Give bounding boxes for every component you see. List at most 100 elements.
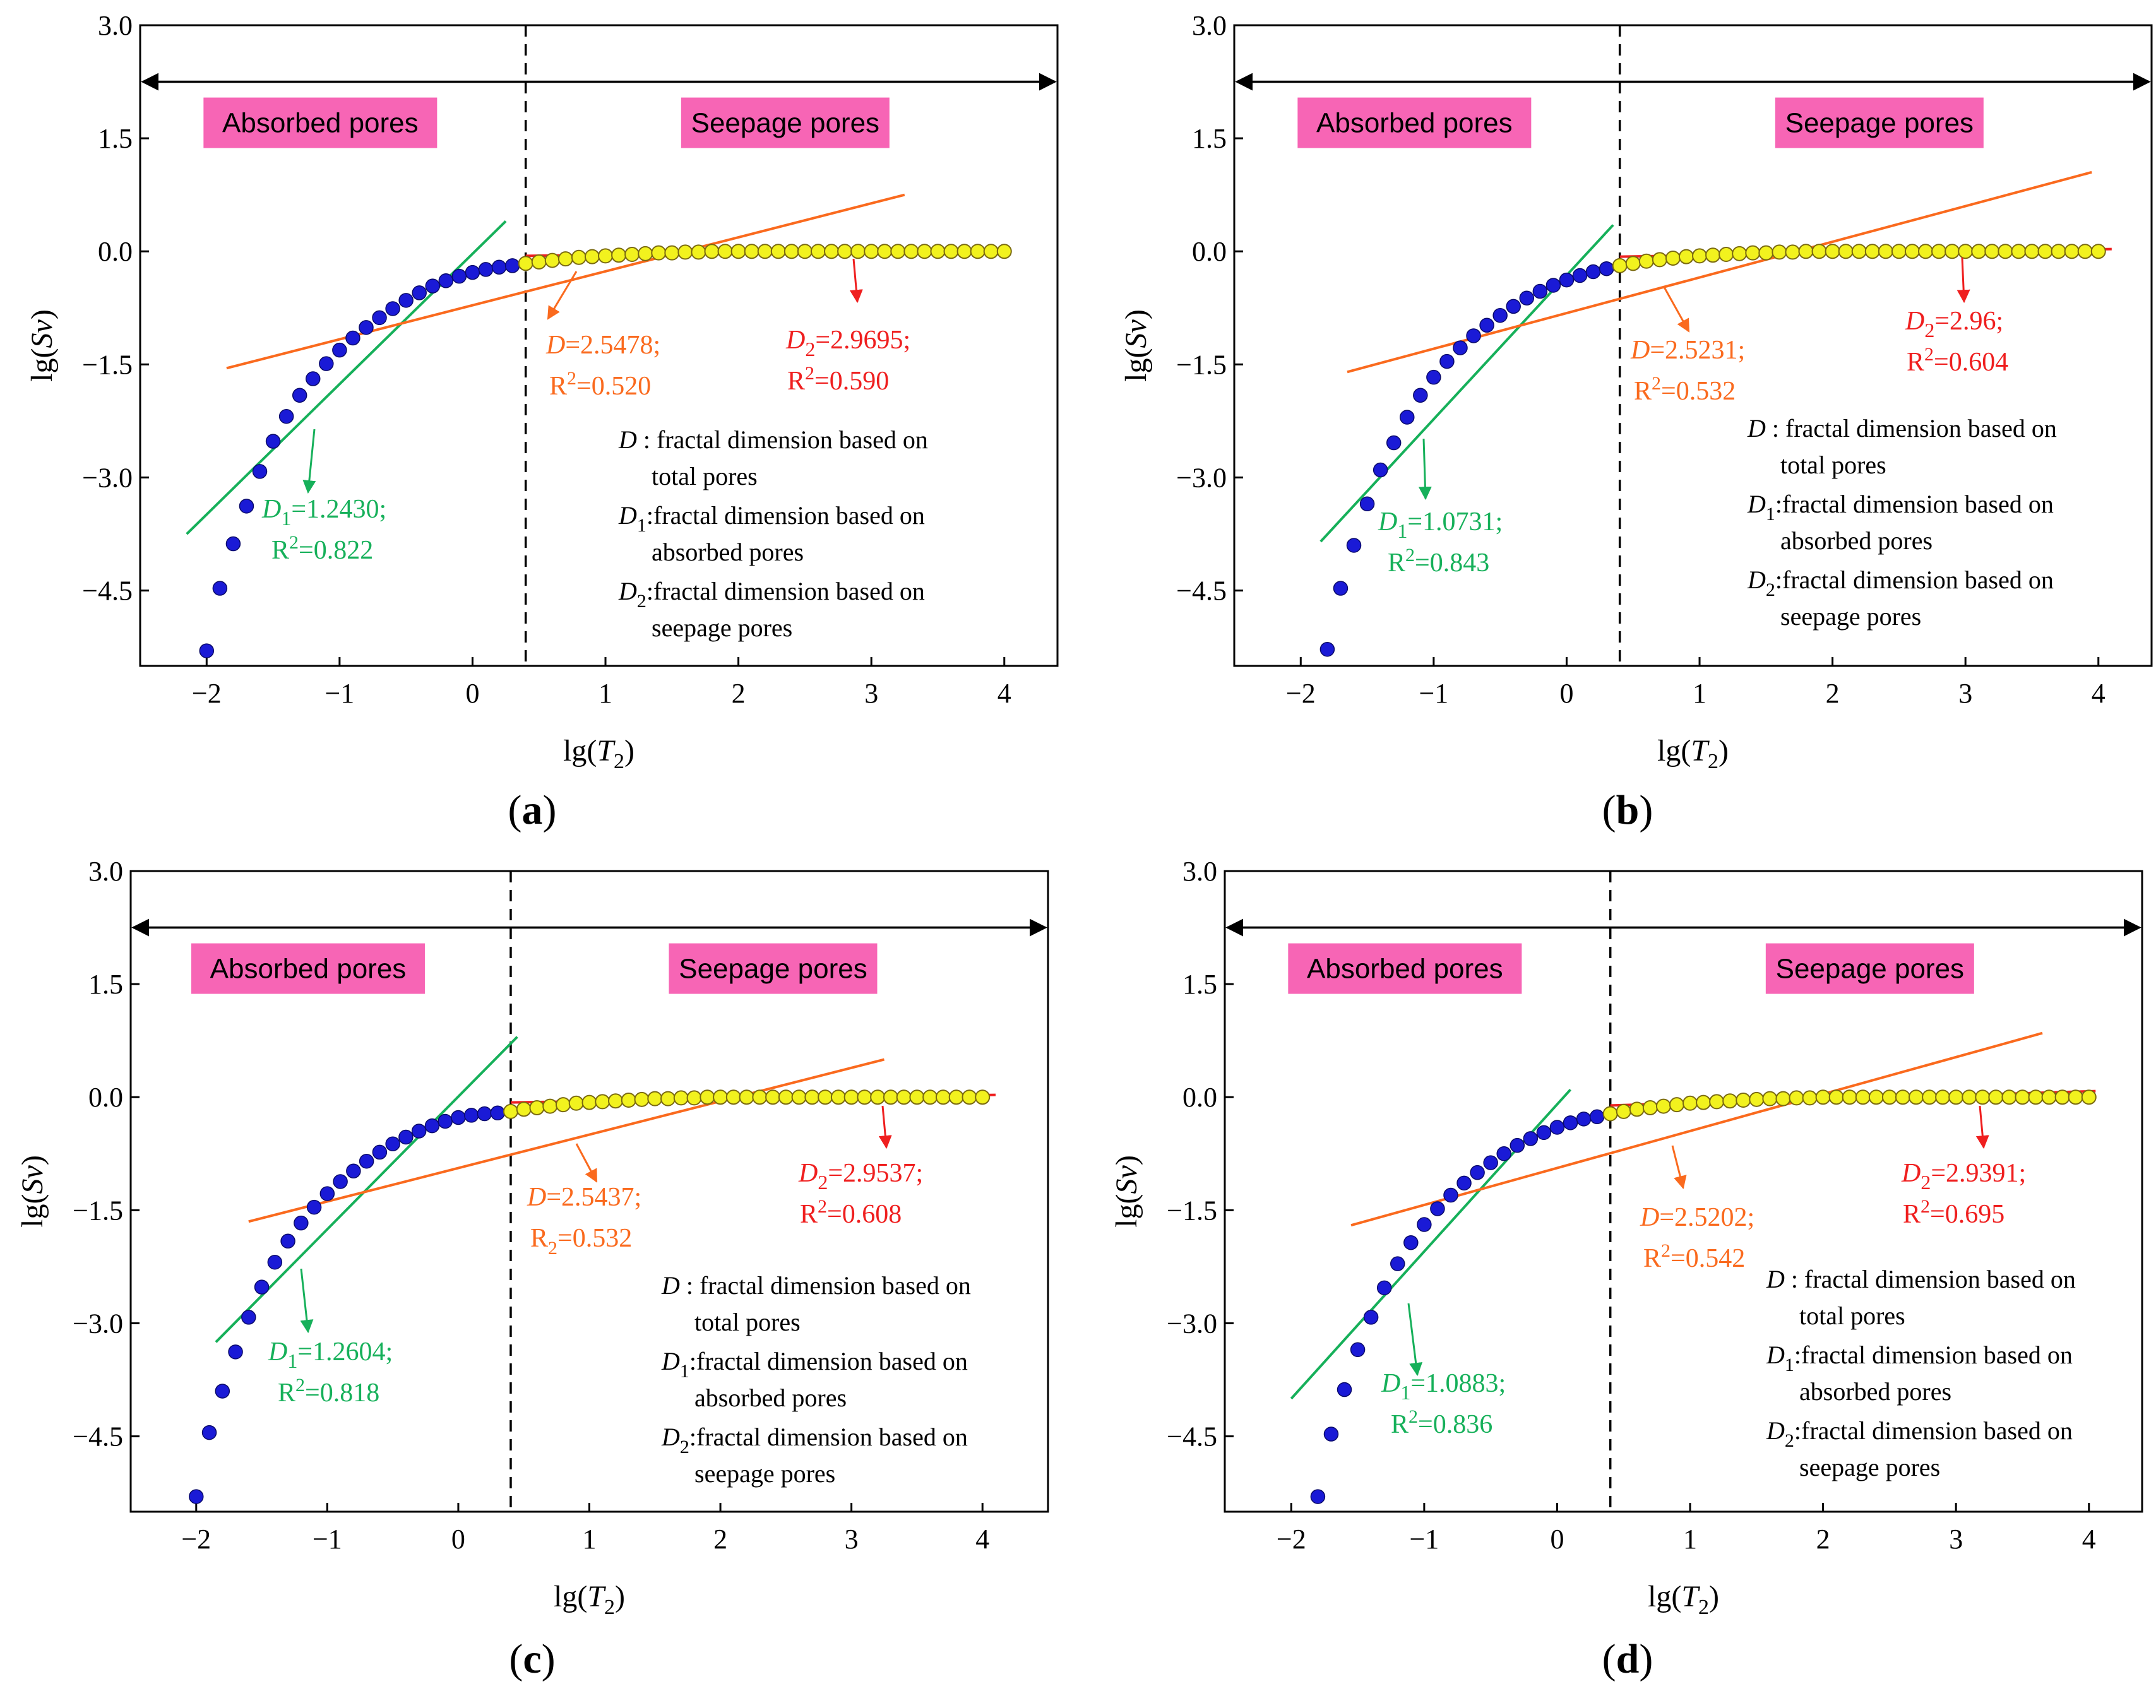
seepage-point: [700, 1089, 715, 1105]
seepage-point: [1749, 1091, 1765, 1107]
y-tick-label: −3.0: [82, 462, 133, 493]
y-tick-label: 1.5: [1192, 123, 1227, 154]
absorbed-point: [292, 388, 307, 403]
seepage-point: [673, 1090, 689, 1106]
x-tick-label: 0: [465, 678, 479, 709]
seepage-annotation-arrow: [1956, 257, 1970, 304]
seepage-zone-label: Seepage pores: [1785, 108, 1974, 139]
seepage-point: [544, 252, 560, 268]
legend-entry-detail: total pores: [1780, 451, 1886, 479]
y-tick-label: −1.5: [82, 349, 133, 380]
chart-panel-d: Absorbed pores Seepage pores −2 −1 0 1 2 3 4 3.0 1…: [1110, 856, 2143, 1682]
total-value: D=2.5202;: [1640, 1203, 1754, 1232]
seepage-point: [730, 244, 746, 259]
total-r2: R2=0.520: [549, 368, 651, 401]
absorbed-value: D1=1.2604;: [268, 1337, 393, 1372]
seepage-point: [1842, 1089, 1857, 1105]
absorbed-point: [1426, 369, 1441, 385]
x-tick-label: 3: [1949, 1524, 1963, 1555]
legend-entry-detail: seepage pores: [1780, 602, 1921, 631]
seepage-zone-label: Seepage pores: [1776, 954, 1964, 985]
x-tick-label: 4: [2082, 1524, 2096, 1555]
seepage-point: [1652, 252, 1667, 268]
absorbed-zone-box: [191, 943, 425, 994]
y-axis-label: lg(Sv): [25, 309, 59, 382]
x-tick-label: 2: [1826, 678, 1840, 709]
x-tick-label: 1: [1683, 1524, 1697, 1555]
absorbed-point: [280, 1233, 295, 1249]
seepage-point: [557, 251, 573, 267]
seepage-point: [1855, 1089, 1871, 1105]
legend-entry: D2:fractal dimension based on: [1766, 1416, 2073, 1451]
absorbed-value: D1=1.0883;: [1381, 1369, 1506, 1404]
plot-frame: [1233, 24, 2153, 667]
legend-entry: D2:fractal dimension based on: [661, 1423, 968, 1457]
absorbed-annotation-arrow: [300, 1268, 314, 1334]
absorbed-point: [225, 536, 241, 552]
seepage-point: [996, 244, 1012, 259]
seepage-point: [2041, 1089, 2057, 1105]
seepage-point: [1922, 1089, 1938, 1105]
y-tick-label: −3.0: [1176, 462, 1227, 493]
absorbed-zone-box: [1288, 943, 1522, 994]
seepage-point: [1732, 246, 1748, 261]
seepage-point: [2015, 1089, 2030, 1105]
seepage-point: [2090, 244, 2106, 259]
seepage-point: [1851, 244, 1867, 259]
seepage-point: [1772, 244, 1787, 260]
absorbed-point: [332, 342, 347, 358]
x-tick-label: 3: [845, 1524, 859, 1555]
absorbed-point: [1470, 1165, 1485, 1180]
seepage-point: [2081, 1089, 2097, 1105]
seepage-point: [621, 1093, 636, 1108]
seepage-point: [1696, 1094, 1712, 1110]
seepage-point: [555, 1097, 571, 1113]
seepage-point: [1612, 258, 1628, 273]
absorbed-point: [372, 1144, 388, 1160]
seepage-point: [791, 1089, 807, 1105]
seepage-point: [1891, 244, 1907, 259]
panel-letter: c: [523, 1636, 541, 1682]
seepage-point: [1988, 1089, 2004, 1105]
legend-entry: D : fractal dimension based on: [1766, 1265, 2076, 1293]
x-tick-label: 0: [1559, 678, 1573, 709]
y-tick-label: −1.5: [1167, 1195, 1217, 1226]
absorbed-point: [1549, 1120, 1565, 1135]
absorbed-point: [504, 258, 520, 273]
absorbed-point: [346, 1163, 361, 1179]
absorbed-point: [278, 408, 294, 424]
seepage-point: [1881, 1089, 1897, 1105]
absorbed-point: [319, 356, 334, 371]
seepage-point: [1998, 244, 2013, 259]
seepage-point: [660, 1091, 676, 1106]
total-r2: R2=0.532: [1634, 373, 1736, 406]
absorbed-point: [1403, 1235, 1419, 1250]
x-tick-label: 1: [583, 1524, 597, 1555]
absorbed-point: [189, 1489, 204, 1504]
legend-entry: D : fractal dimension based on: [1747, 414, 2057, 442]
seepage-point: [935, 1089, 951, 1105]
seepage-point: [752, 1089, 768, 1105]
absorbed-annotation-arrow: [1407, 1303, 1423, 1377]
seepage-point: [713, 1089, 729, 1105]
seepage-point: [1642, 1100, 1658, 1115]
seepage-point: [634, 1091, 650, 1107]
seepage-point: [883, 1089, 898, 1105]
seepage-point: [581, 1094, 597, 1110]
y-tick-label: 0.0: [98, 236, 133, 267]
x-tick-label: 4: [2092, 678, 2105, 709]
absorbed-point: [451, 1110, 466, 1125]
absorbed-point: [1519, 290, 1535, 306]
absorbed-point: [1585, 264, 1601, 280]
seepage-r2: R2=0.604: [1907, 344, 2008, 377]
absorbed-point: [1492, 307, 1508, 323]
y-axis-label: lg(Sv): [16, 1155, 49, 1228]
absorbed-zone-label: Absorbed pores: [210, 954, 407, 985]
seepage-point: [2028, 1089, 2044, 1105]
seepage-value: D2=2.9537;: [798, 1159, 923, 1194]
absorbed-point: [254, 1279, 270, 1295]
absorbed-point: [425, 278, 441, 294]
x-axis-label: lg(T2): [1657, 734, 1729, 773]
legend-entry-detail: absorbed pores: [652, 538, 804, 566]
seepage-zone-label: Seepage pores: [679, 954, 867, 985]
